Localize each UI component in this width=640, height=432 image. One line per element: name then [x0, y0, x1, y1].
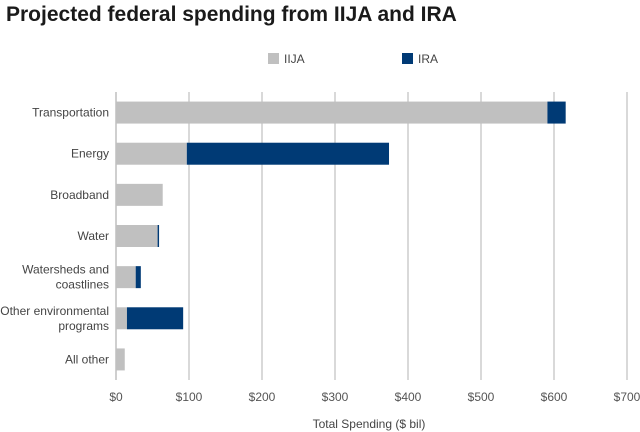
x-tick-label: $200: [249, 390, 276, 404]
bar-ira: [135, 266, 141, 289]
bar-ira: [126, 307, 184, 330]
x-tick-label: $400: [395, 390, 422, 404]
legend-label-ira: IRA: [418, 52, 438, 66]
bar-iija: [116, 142, 187, 165]
bar-iija: [116, 348, 125, 371]
x-tick-label: $500: [468, 390, 495, 404]
legend: IIJA IRA: [268, 52, 438, 66]
category-label: Water: [77, 229, 109, 243]
category-label: All other: [65, 352, 109, 366]
category-label: Energy: [71, 147, 109, 161]
bars: [116, 101, 566, 371]
gridlines: [115, 92, 628, 380]
x-axis-title: Total Spending ($ bil): [313, 417, 426, 431]
category-label: Broadband: [50, 188, 109, 202]
bar-ira: [186, 142, 390, 165]
category-label: Other environmental programs: [0, 304, 109, 333]
category-label: Watersheds and coastlines: [22, 263, 109, 292]
legend-swatch-ira: [402, 53, 413, 64]
x-tick-label: $0: [109, 390, 123, 404]
bar-iija: [116, 183, 163, 206]
legend-label-iija: IIJA: [284, 52, 305, 66]
bar-iija: [116, 225, 158, 247]
x-tick-label: $700: [614, 390, 640, 404]
legend-swatch-iija: [268, 53, 279, 64]
category-label: Transportation: [32, 106, 109, 120]
x-tick-labels: $0 $100 $200 $300 $400 $500 $600 $700: [109, 390, 640, 404]
x-tick-label: $600: [541, 390, 568, 404]
x-tick-label: $100: [176, 390, 203, 404]
bar-iija: [116, 266, 136, 289]
bar-iija: [116, 307, 127, 330]
x-tick-label: $300: [322, 390, 349, 404]
bar-iija: [116, 101, 548, 124]
category-labels: Transportation Energy Broadband Water Waters…: [0, 106, 109, 367]
bar-ira: [157, 225, 160, 247]
bar-ira: [547, 101, 566, 124]
chart-title: Projected federal spending from IIJA and…: [6, 3, 457, 26]
